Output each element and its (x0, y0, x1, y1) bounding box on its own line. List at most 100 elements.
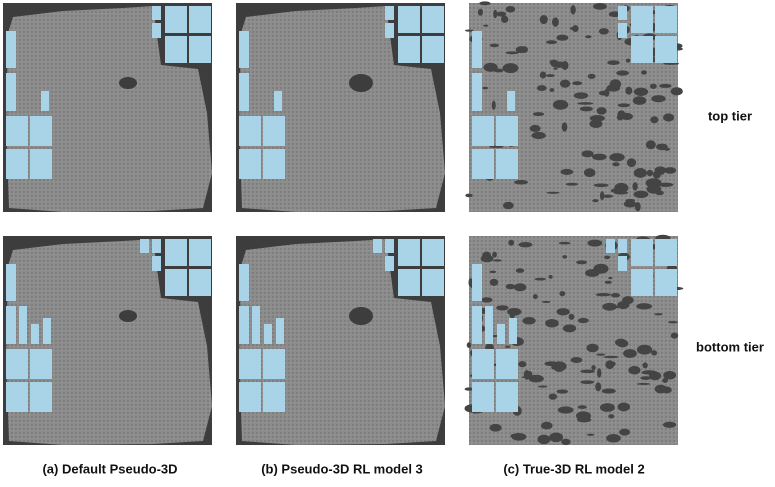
layout-panel (465, 1, 683, 212)
macro (6, 73, 16, 111)
whitespace-spot (503, 202, 514, 209)
whitespace-spot (490, 44, 499, 48)
whitespace-spot (595, 382, 601, 391)
whitespace-spot (619, 429, 630, 436)
whitespace-spot (668, 321, 678, 323)
macro (264, 324, 272, 344)
whitespace-spot (482, 251, 491, 260)
macro (618, 6, 627, 20)
macro (19, 306, 27, 344)
macro (189, 239, 211, 266)
macro (618, 256, 627, 271)
whitespace-spot (626, 59, 630, 63)
macro (655, 36, 677, 63)
whitespace-spot (561, 439, 570, 445)
whitespace-spot (607, 60, 620, 65)
macro (472, 382, 494, 412)
whitespace-spot (493, 259, 502, 261)
whitespace-spot (634, 88, 648, 96)
whitespace-spot (653, 171, 661, 178)
macro (189, 36, 211, 63)
whitespace-spot (636, 303, 652, 309)
macro (165, 269, 187, 296)
row-label: top tier (708, 108, 752, 123)
macro (472, 116, 494, 146)
whitespace-spot (482, 87, 488, 90)
whitespace-spot (671, 333, 678, 339)
whitespace-spot (481, 297, 492, 302)
whitespace-spot (594, 183, 609, 187)
whitespace-spot (572, 81, 582, 85)
whitespace-spot (570, 27, 575, 30)
layout-panel (236, 236, 445, 445)
macro (252, 306, 260, 344)
macro (30, 116, 52, 146)
macro (239, 31, 249, 68)
macro (385, 23, 394, 38)
macro (189, 269, 211, 296)
whitespace-spot (610, 79, 621, 89)
macro (165, 36, 187, 63)
macro (631, 36, 653, 63)
whitespace-spot (549, 275, 553, 279)
whitespace-spot (562, 255, 567, 258)
whitespace-spot (546, 74, 555, 77)
whitespace-spot (542, 301, 551, 303)
whitespace-spot (628, 366, 640, 375)
macro (655, 6, 677, 33)
whitespace-spot (592, 154, 607, 161)
macro (606, 239, 615, 253)
whitespace-spot (516, 46, 527, 53)
macro (6, 149, 28, 179)
whitespace-spot (529, 375, 544, 383)
whitespace-spot (585, 269, 600, 277)
whitespace-spot (492, 252, 497, 258)
whitespace-spot (611, 293, 620, 297)
macro (485, 306, 493, 344)
whitespace-spot (483, 25, 488, 27)
whitespace-spot (533, 294, 538, 299)
whitespace-spot (650, 84, 657, 89)
whitespace-spot (560, 169, 573, 175)
whitespace-spot (570, 5, 575, 14)
whitespace-spot (602, 389, 616, 394)
macro (385, 6, 394, 20)
macro (165, 6, 187, 33)
whitespace-spot (624, 201, 637, 208)
whitespace-spot (563, 324, 576, 332)
macro (239, 382, 261, 412)
macro (618, 23, 627, 38)
macro (631, 269, 653, 296)
macro (6, 31, 16, 68)
whitespace-spot (508, 240, 514, 246)
macro (618, 239, 627, 253)
whitespace-spot (633, 96, 647, 105)
macro (422, 6, 444, 33)
whitespace-spot (556, 308, 569, 315)
layout-panel (3, 236, 212, 445)
whitespace-spot (514, 180, 528, 185)
whitespace-spot (533, 112, 544, 116)
macro (239, 264, 249, 301)
macro (496, 149, 518, 179)
whitespace-spot (604, 256, 610, 259)
whitespace-spot (637, 383, 650, 385)
whitespace-spot (578, 318, 589, 323)
macro (373, 239, 382, 253)
caption: (a) Default Pseudo-3D (42, 461, 177, 476)
whitespace-spot (632, 182, 637, 191)
macro (385, 256, 394, 271)
whitespace-spot (596, 354, 605, 356)
whitespace-spot (605, 281, 612, 284)
whitespace-spot (549, 393, 557, 399)
macro (263, 116, 285, 146)
macro (239, 149, 261, 179)
whitespace-spot (550, 60, 558, 65)
whitespace-spot (549, 432, 563, 442)
whitespace-spot (501, 16, 508, 23)
whitespace-spot (490, 424, 502, 432)
macro (631, 6, 653, 33)
whitespace-spot (597, 107, 607, 115)
whitespace-spot (571, 357, 583, 363)
whitespace-spot (506, 6, 516, 12)
